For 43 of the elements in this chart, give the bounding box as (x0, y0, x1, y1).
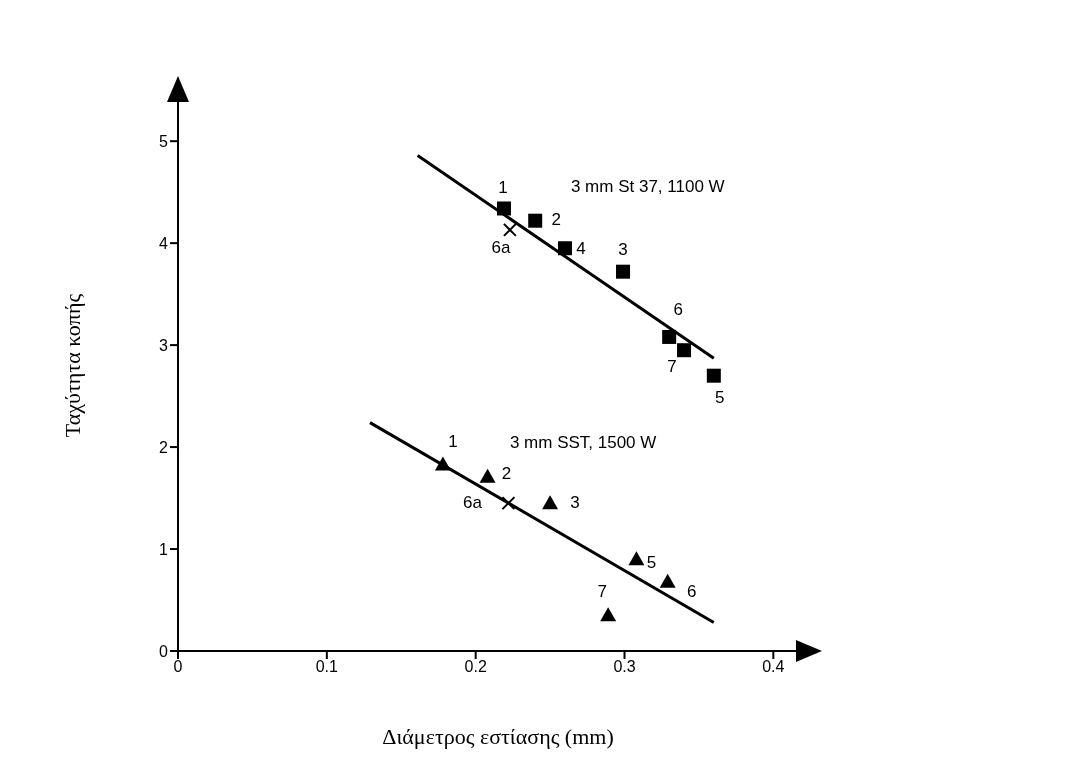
annotation: 5 (715, 387, 725, 407)
point (502, 222, 517, 237)
x-tick-label: 0.1 (315, 658, 339, 676)
point (706, 368, 721, 383)
annotation: 5 (646, 553, 657, 573)
x-tick-label: 0.2 (464, 658, 487, 676)
series-label: 3 mm SST, 1500 W (509, 432, 657, 452)
point (501, 496, 516, 511)
annotation: 2 (501, 463, 512, 483)
point (600, 607, 617, 622)
annotation: 7 (597, 582, 607, 602)
y-tick-label: 3 (159, 336, 169, 354)
point (528, 213, 543, 228)
point (677, 343, 692, 358)
annotation: 3 (570, 493, 580, 513)
y-axis-title: Ταχύτητα κοπής (60, 293, 85, 438)
y-tick-label: 0 (159, 642, 169, 660)
annotation: 6 (686, 581, 697, 601)
x-tick-label: 0.3 (613, 658, 636, 676)
series-label: 3 mm St 37, 1100 W (570, 176, 725, 196)
y-tick-label: 5 (159, 132, 169, 150)
x-tick-label: 0 (173, 658, 183, 676)
annotation: 1 (448, 432, 458, 452)
annotation: 6 (673, 299, 683, 319)
annotation: 3 (618, 239, 628, 259)
annotation: 6a (491, 237, 511, 257)
point (616, 264, 631, 279)
point (542, 495, 559, 510)
point (479, 468, 496, 483)
y-tick-label: 1 (159, 540, 169, 558)
annotation: 4 (576, 239, 586, 259)
point (662, 329, 677, 344)
y-tick-label: 4 (159, 234, 169, 252)
point (628, 551, 645, 566)
x-axis-title: Διάμετρος εστίασης (mm) (382, 724, 614, 749)
annotation: 1 (498, 178, 508, 198)
annotation: 7 (667, 357, 677, 377)
annotation: 6a (462, 493, 483, 513)
annotation: 2 (551, 209, 561, 229)
point (557, 241, 572, 256)
x-tick-label: 0.4 (762, 658, 785, 676)
y-tick-label: 2 (159, 438, 169, 456)
point (659, 573, 676, 588)
